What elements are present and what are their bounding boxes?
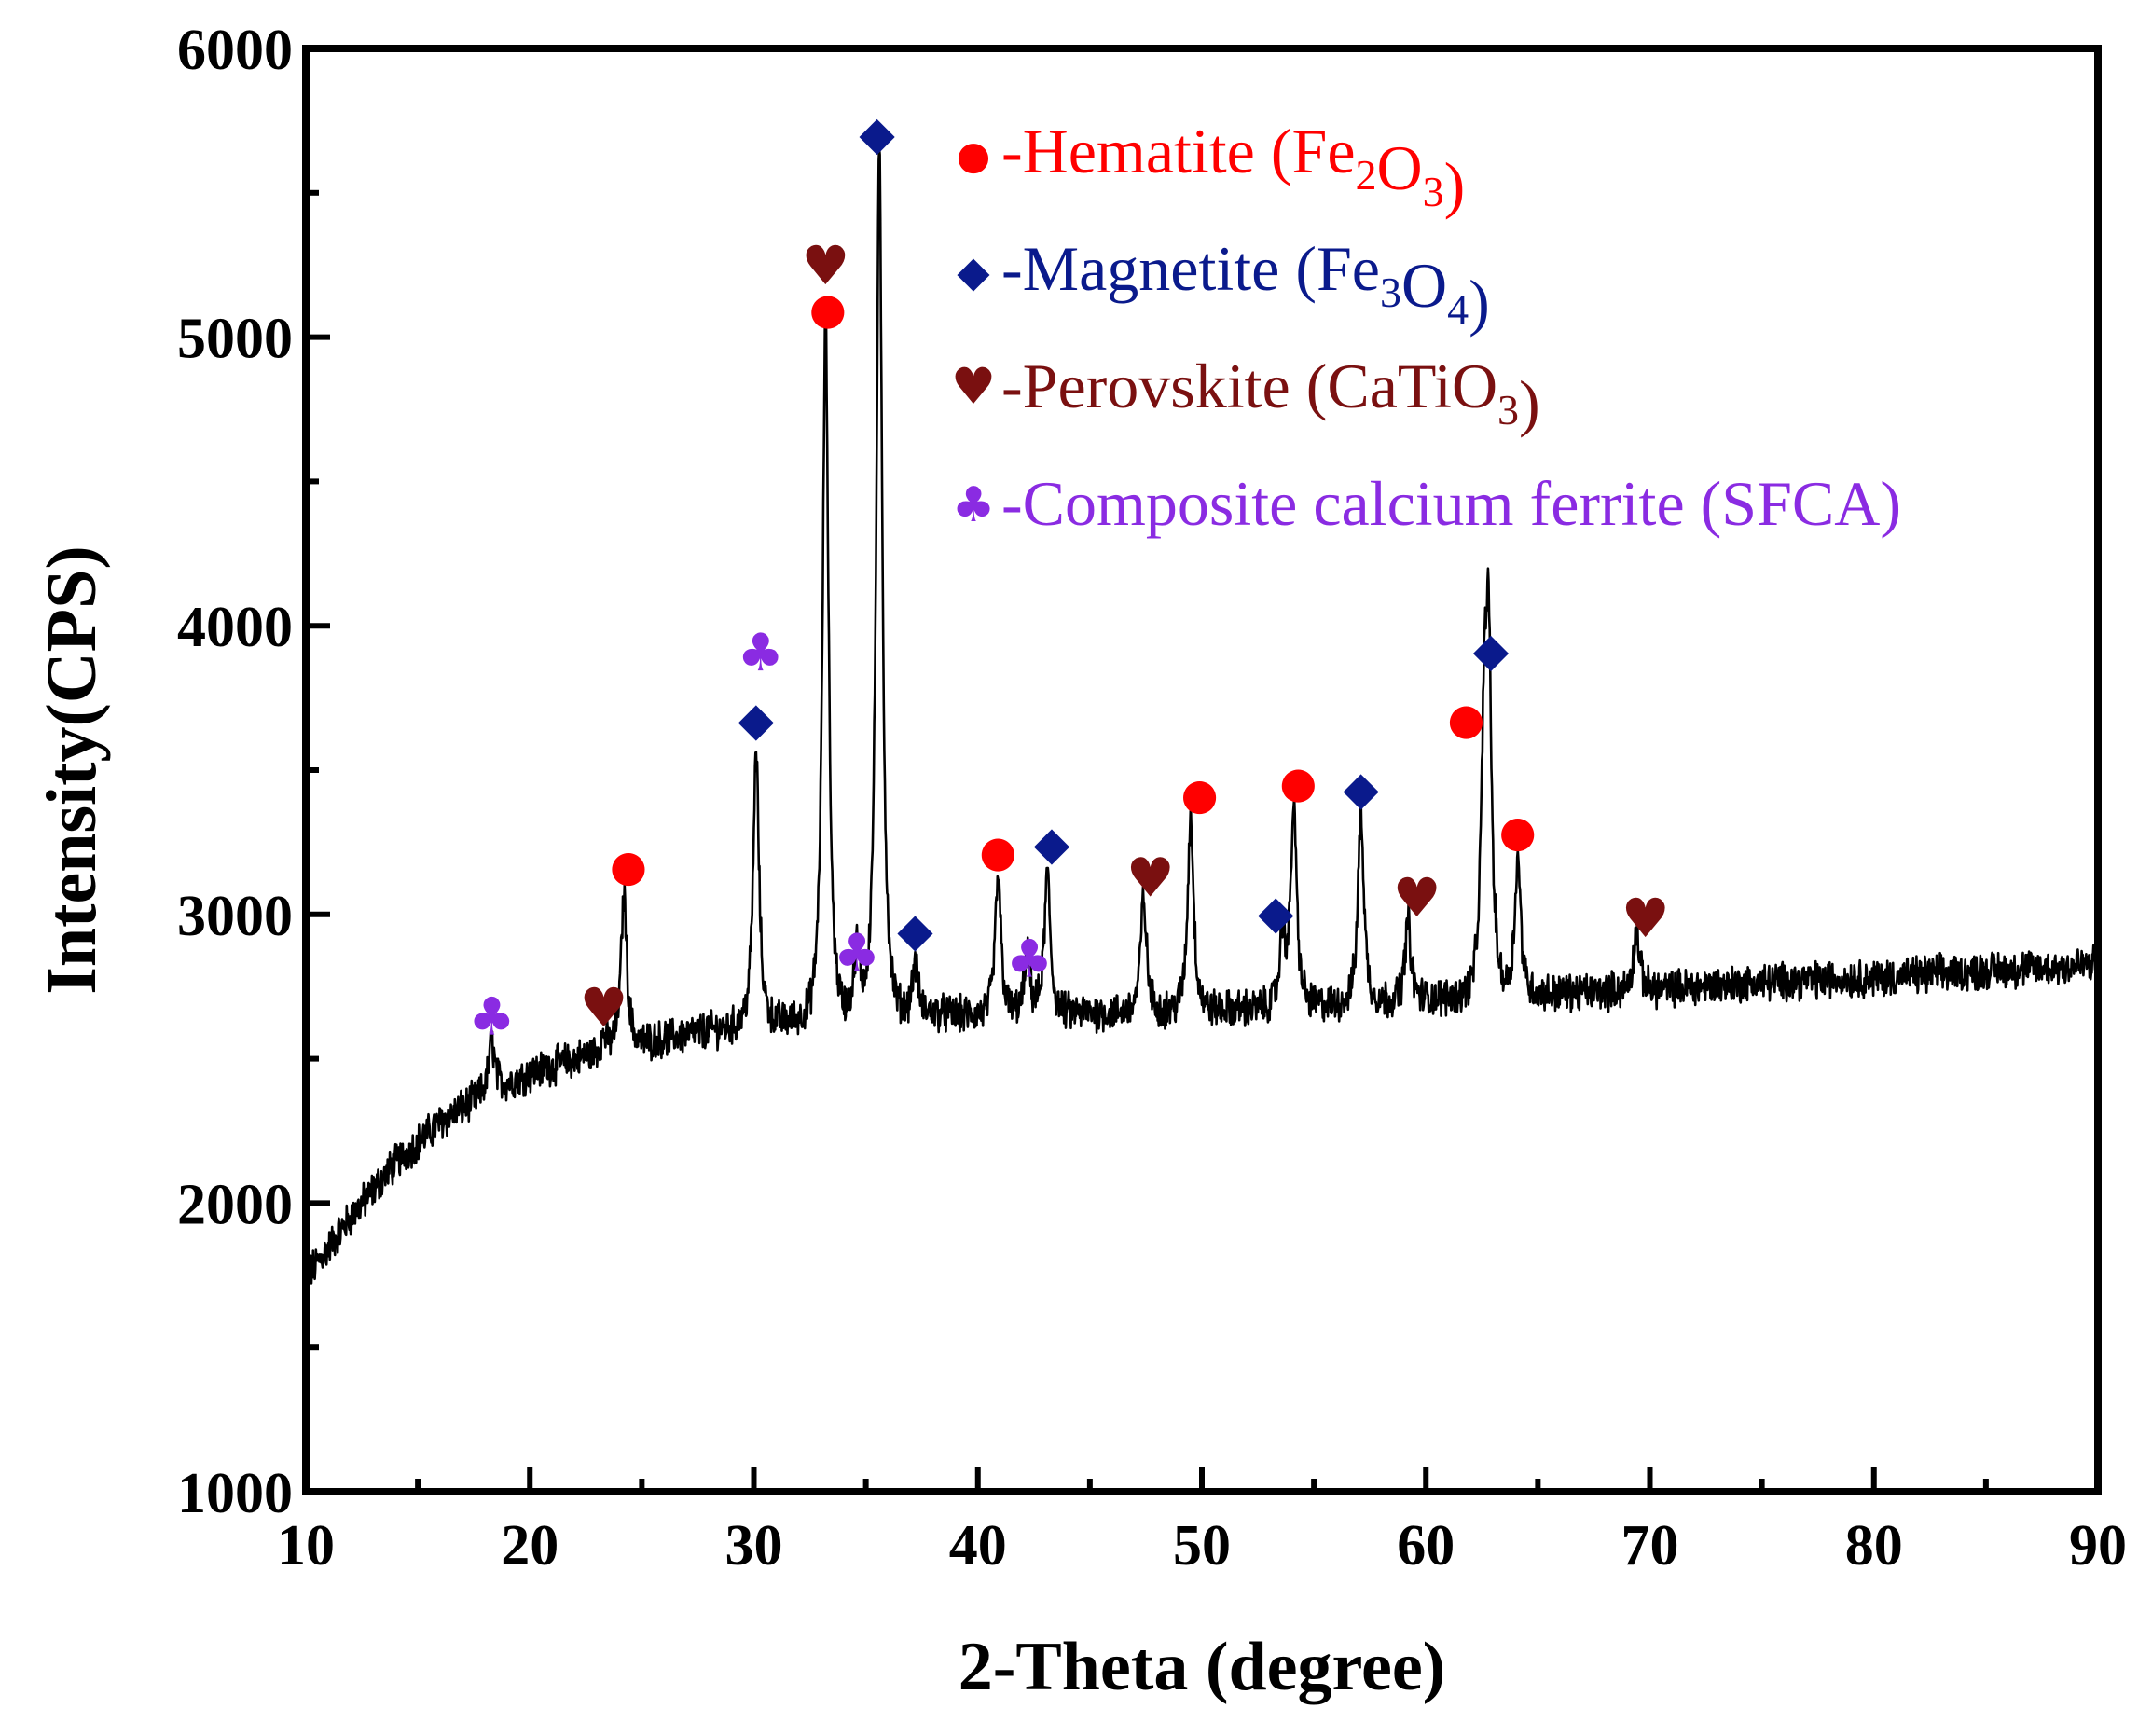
x-tick-label: 40: [949, 1514, 1007, 1578]
legend-entry: -Magnetite (Fe3O4): [1001, 233, 1490, 338]
legend-entry: -Composite calcium ferrite (SFCA): [1001, 468, 1901, 539]
hematite-marker: ●: [1279, 757, 1317, 807]
hematite-marker: ●: [979, 826, 1016, 876]
x-tick-label: 90: [2069, 1514, 2127, 1578]
hematite-marker: ●: [1181, 768, 1219, 819]
legend-symbol: ◆: [957, 246, 990, 296]
magnetite-marker: ◆: [738, 692, 775, 746]
sfca-marker: ♣: [1006, 929, 1053, 989]
x-tick-label: 70: [1621, 1514, 1679, 1578]
legend: ● -Hematite (Fe2O3)◆ -Magnetite (Fe3O4)♥ -P…: [951, 116, 1901, 539]
magnetite-marker: ◆: [1343, 762, 1379, 816]
perovskite-marker: ♥: [1393, 866, 1442, 930]
y-axis: 1000 2000 3000 4000 5000 6000: [177, 19, 330, 1525]
x-tick-label: 30: [725, 1514, 783, 1578]
legend-entry: -Perovskite (CaTiO3): [1001, 351, 1540, 438]
sfca-marker: ♣: [834, 923, 880, 984]
magnetite-marker: ◆: [1034, 816, 1070, 870]
xrd-pattern-line: [306, 146, 2098, 1285]
legend-symbol: ●: [957, 132, 991, 178]
y-axis-label: Intensity(CPS): [33, 545, 111, 994]
legend-symbol: ♣: [952, 477, 996, 533]
magnetite-marker: ◆: [897, 902, 933, 957]
x-tick-label: 60: [1397, 1514, 1455, 1578]
x-axis-label: 2-Theta (degree): [959, 1629, 1446, 1705]
hematite-marker: ●: [809, 283, 847, 334]
magnetite-marker: ◆: [859, 106, 895, 160]
sfca-marker: ♣: [738, 623, 784, 683]
hematite-marker: ●: [610, 841, 647, 891]
perovskite-marker: ♥: [801, 234, 849, 297]
legend-symbol: ♥: [951, 357, 996, 416]
y-tick-label: 4000: [177, 596, 293, 659]
x-tick-label: 50: [1173, 1514, 1231, 1578]
x-tick-label: 80: [1845, 1514, 1903, 1578]
magnetite-marker: ◆: [1258, 886, 1294, 940]
y-tick-label: 2000: [177, 1173, 293, 1236]
perovskite-marker: ♥: [580, 976, 628, 1040]
perovskite-marker: ♥: [1126, 846, 1175, 909]
plot-area: ♣ ♥●◆♣●♥♣◆◆●♣◆♥●◆● ◆♥●◆●♥: [306, 106, 2098, 1285]
x-tick-label: 20: [501, 1514, 559, 1578]
y-tick-label: 5000: [177, 308, 293, 371]
sfca-marker: ♣: [468, 986, 515, 1047]
x-tick-label: 10: [277, 1514, 335, 1578]
hematite-marker: ●: [1447, 694, 1484, 744]
x-axis: 10 20 30 40 50 60 70 80 90: [277, 1467, 2127, 1578]
y-tick-label: 1000: [177, 1462, 293, 1525]
magnetite-marker: ◆: [1473, 623, 1510, 677]
y-tick-label: 6000: [177, 19, 293, 82]
perovskite-marker: ♥: [1621, 887, 1670, 950]
legend-entry: -Hematite (Fe2O3): [1001, 116, 1465, 220]
y-tick-label: 3000: [177, 885, 293, 948]
hematite-marker: ●: [1499, 806, 1537, 857]
